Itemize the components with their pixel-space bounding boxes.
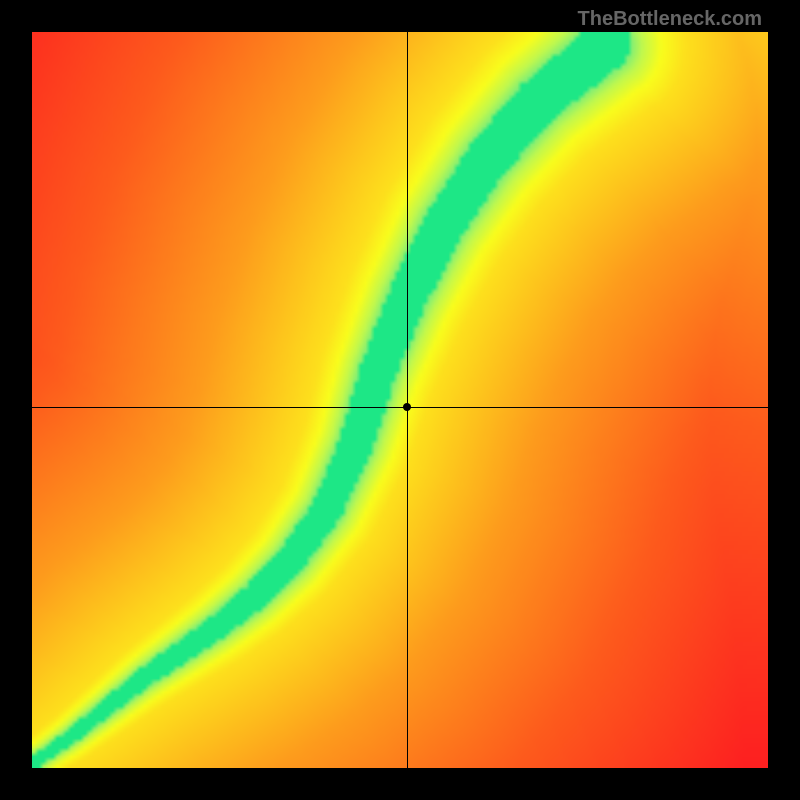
crosshair-horizontal <box>32 407 768 408</box>
crosshair-vertical <box>407 32 408 768</box>
watermark-text: TheBottleneck.com <box>578 8 762 31</box>
heatmap-plot <box>32 32 768 768</box>
crosshair-marker <box>403 403 411 411</box>
heatmap-canvas <box>32 32 768 768</box>
